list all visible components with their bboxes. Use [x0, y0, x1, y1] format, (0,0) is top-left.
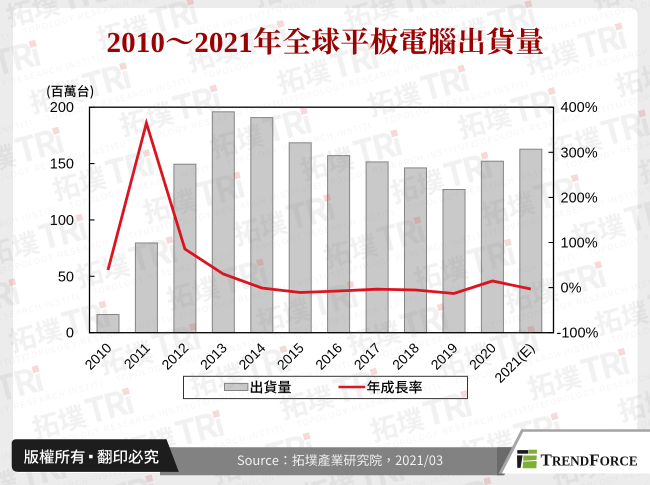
svg-text:TRENDFORCE: TRENDFORCE: [541, 450, 638, 469]
